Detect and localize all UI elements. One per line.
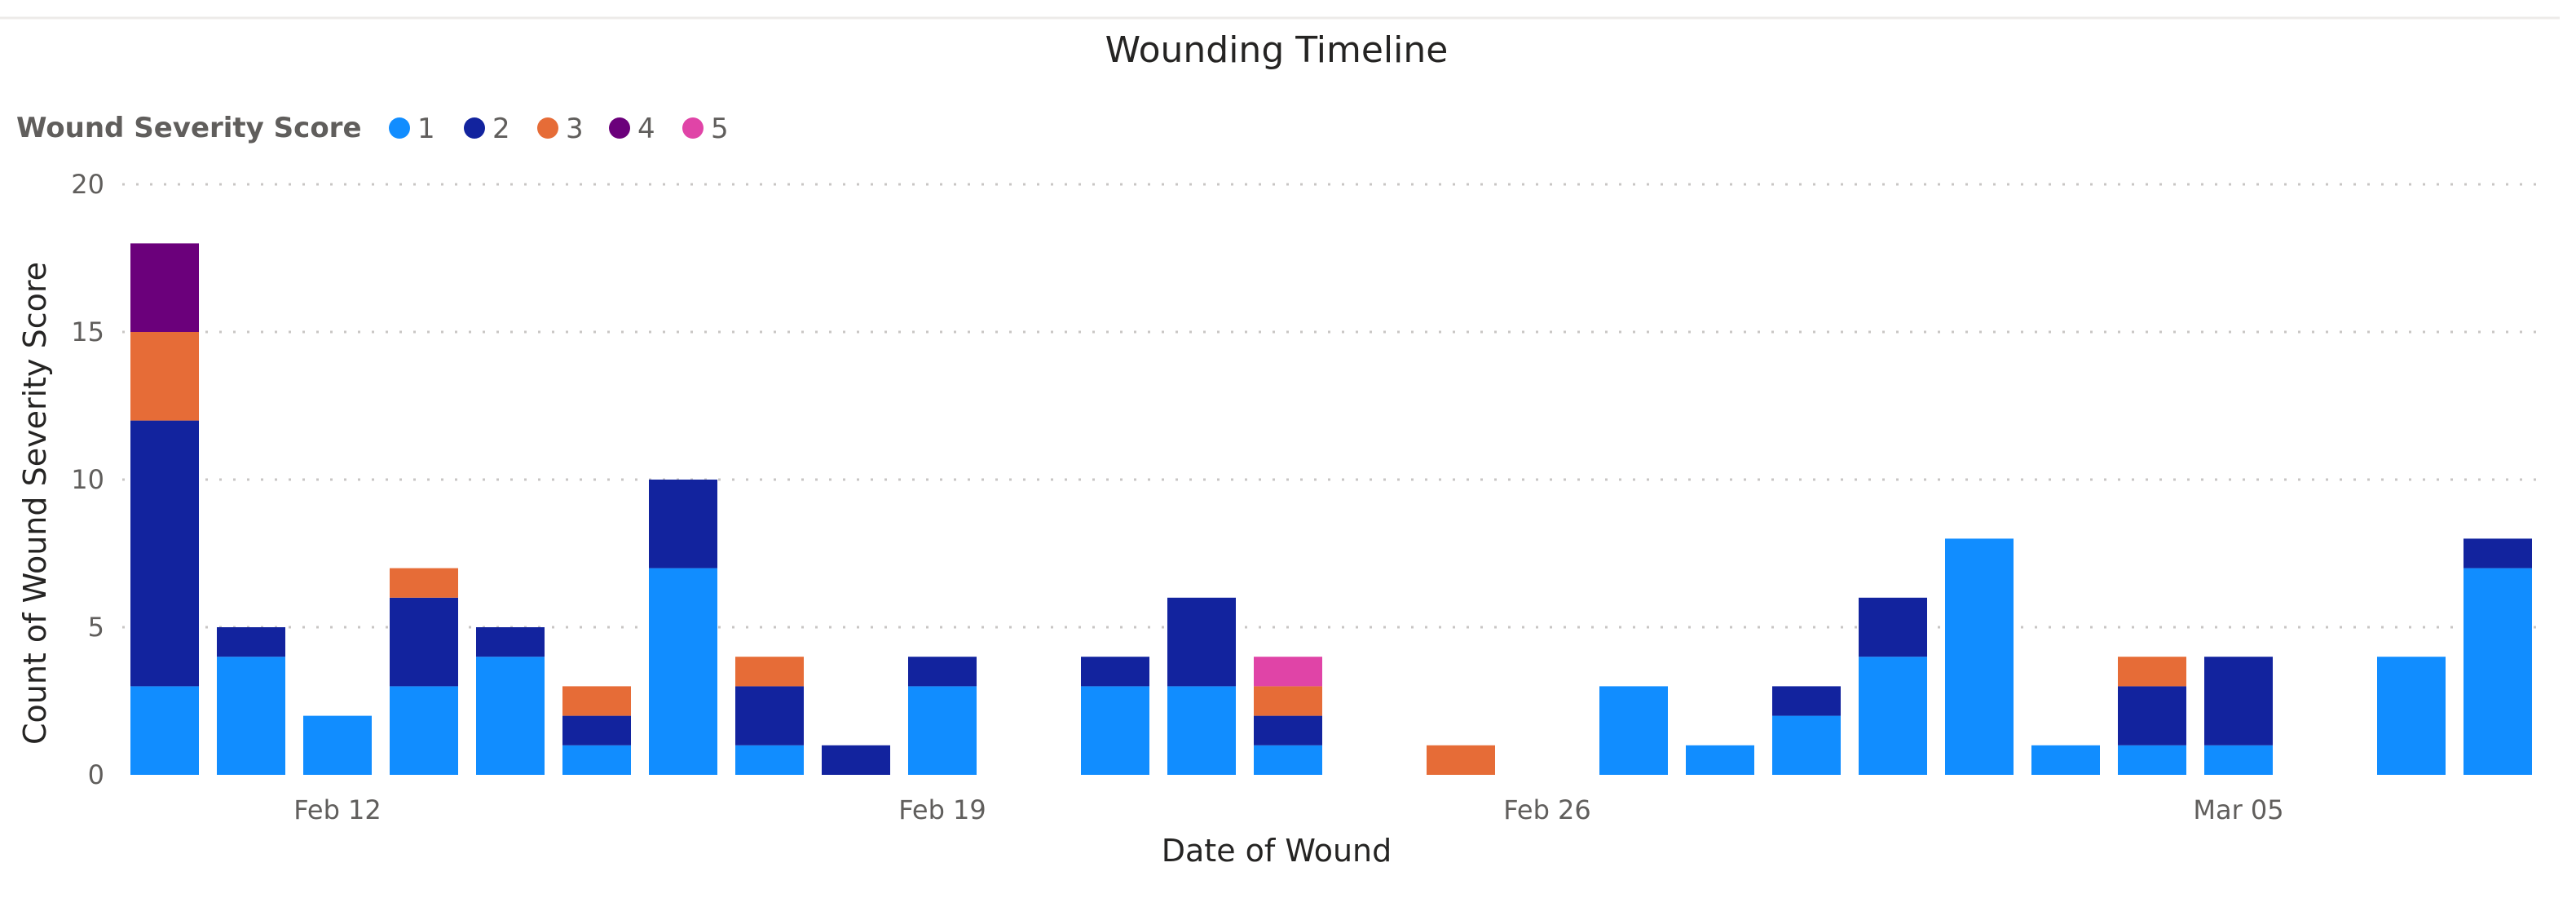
legend-marker-2[interactable] bbox=[464, 117, 485, 139]
bar-feb-15-score-1[interactable] bbox=[562, 745, 631, 775]
legend-marker-5[interactable] bbox=[682, 117, 704, 139]
bar-feb-19-score-2[interactable] bbox=[908, 657, 977, 687]
bar-feb-25-score-3[interactable] bbox=[1427, 745, 1495, 775]
bar-mar-04-score-3[interactable] bbox=[2118, 657, 2186, 687]
bar-feb-11-score-2[interactable] bbox=[217, 627, 285, 657]
y-axis-title: Count of Wound Severity Score bbox=[17, 262, 53, 745]
legend-marker-3[interactable] bbox=[537, 117, 558, 139]
bar-feb-16-score-2[interactable] bbox=[649, 480, 717, 568]
bar-feb-23-score-5[interactable] bbox=[1254, 657, 1322, 687]
bar-mar-08-score-1[interactable] bbox=[2464, 568, 2532, 775]
y-tick-label-5: 5 bbox=[88, 612, 104, 643]
bar-feb-21-score-2[interactable] bbox=[1081, 657, 1149, 687]
x-axis-ticks: Feb 12 Feb 19 Feb 26 Mar 05 bbox=[293, 794, 2283, 825]
legend: Wound Severity Score 1 2 3 4 5 bbox=[16, 112, 729, 145]
bar-mar-01-score-1[interactable] bbox=[1859, 657, 1927, 775]
x-tick-label-mar-05: Mar 05 bbox=[2193, 794, 2283, 825]
bar-feb-10-score-2[interactable] bbox=[130, 420, 199, 687]
bar-feb-29-score-1[interactable] bbox=[1772, 715, 1841, 775]
bar-mar-04-score-1[interactable] bbox=[2118, 745, 2186, 775]
bar-feb-18-score-2[interactable] bbox=[822, 745, 890, 775]
chart-title: Wounding Timeline bbox=[1105, 29, 1449, 71]
bar-feb-15-score-2[interactable] bbox=[562, 715, 631, 745]
legend-marker-4[interactable] bbox=[609, 117, 630, 139]
bar-feb-10-score-3[interactable] bbox=[130, 332, 199, 421]
bar-feb-22-score-1[interactable] bbox=[1167, 686, 1236, 775]
bar-feb-10-score-4[interactable] bbox=[130, 243, 199, 332]
bar-feb-23-score-2[interactable] bbox=[1254, 715, 1322, 745]
y-tick-label-0: 0 bbox=[88, 759, 104, 790]
legend-label-5[interactable]: 5 bbox=[711, 113, 729, 145]
bar-feb-14-score-2[interactable] bbox=[476, 627, 545, 657]
legend-label-3[interactable]: 3 bbox=[566, 113, 584, 145]
bar-feb-17-score-3[interactable] bbox=[735, 657, 804, 687]
legend-title: Wound Severity Score bbox=[16, 112, 362, 144]
x-axis-title: Date of Wound bbox=[1162, 833, 1392, 869]
bar-feb-27-score-1[interactable] bbox=[1599, 686, 1668, 775]
y-axis-ticks: 0 5 10 15 20 bbox=[71, 169, 104, 790]
x-tick-label-feb-12: Feb 12 bbox=[293, 794, 382, 825]
y-tick-label-15: 15 bbox=[71, 316, 104, 347]
bar-feb-21-score-1[interactable] bbox=[1081, 686, 1149, 775]
bar-mar-03-score-1[interactable] bbox=[2031, 745, 2100, 775]
bar-mar-01-score-2[interactable] bbox=[1859, 597, 1927, 657]
bar-feb-11-score-1[interactable] bbox=[217, 657, 285, 775]
x-tick-label-feb-19: Feb 19 bbox=[898, 794, 986, 825]
gridlines bbox=[122, 183, 2543, 629]
bar-feb-13-score-1[interactable] bbox=[390, 686, 458, 775]
x-tick-label-feb-26: Feb 26 bbox=[1503, 794, 1591, 825]
bar-feb-15-score-3[interactable] bbox=[562, 686, 631, 716]
bar-mar-08-score-2[interactable] bbox=[2464, 538, 2532, 568]
bar-feb-23-score-1[interactable] bbox=[1254, 745, 1322, 775]
bar-mar-04-score-2[interactable] bbox=[2118, 686, 2186, 745]
bars bbox=[130, 243, 2532, 775]
bar-mar-02-score-1[interactable] bbox=[1945, 538, 2014, 775]
bar-feb-29-score-2[interactable] bbox=[1772, 686, 1841, 716]
bar-feb-13-score-2[interactable] bbox=[390, 597, 458, 687]
bar-feb-22-score-2[interactable] bbox=[1167, 597, 1236, 687]
bar-feb-17-score-1[interactable] bbox=[735, 745, 804, 775]
bar-feb-19-score-1[interactable] bbox=[908, 686, 977, 775]
bar-feb-14-score-1[interactable] bbox=[476, 657, 545, 775]
bar-feb-28-score-1[interactable] bbox=[1686, 745, 1754, 775]
bar-mar-05-score-1[interactable] bbox=[2204, 745, 2273, 775]
legend-label-4[interactable]: 4 bbox=[637, 113, 655, 145]
bar-feb-23-score-3[interactable] bbox=[1254, 686, 1322, 716]
legend-marker-1[interactable] bbox=[389, 117, 410, 139]
bar-mar-07-score-1[interactable] bbox=[2377, 657, 2446, 775]
bar-feb-13-score-3[interactable] bbox=[390, 568, 458, 598]
bar-feb-17-score-2[interactable] bbox=[735, 686, 804, 745]
bar-feb-10-score-1[interactable] bbox=[130, 686, 199, 775]
bar-feb-16-score-1[interactable] bbox=[649, 568, 717, 775]
y-tick-label-10: 10 bbox=[71, 464, 104, 495]
legend-label-1[interactable]: 1 bbox=[417, 113, 435, 145]
legend-label-2[interactable]: 2 bbox=[492, 113, 510, 145]
y-tick-label-20: 20 bbox=[71, 169, 104, 200]
bar-mar-05-score-2[interactable] bbox=[2204, 657, 2273, 745]
bar-feb-12-score-1[interactable] bbox=[303, 715, 372, 775]
